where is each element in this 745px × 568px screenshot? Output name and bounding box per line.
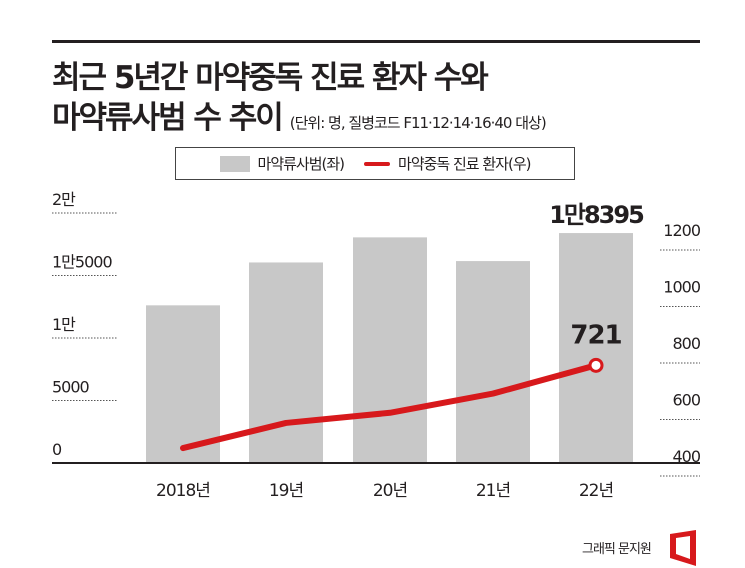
line-data-label: 721 bbox=[570, 320, 621, 350]
left-tick-label: 1만5000 bbox=[52, 253, 112, 272]
legend-bar-swatch bbox=[219, 155, 250, 172]
legend-bar-label: 마약류사범(좌) bbox=[257, 155, 346, 173]
bar bbox=[146, 305, 220, 463]
bar bbox=[353, 237, 427, 463]
x-tick-label: 21년 bbox=[476, 481, 510, 501]
left-tick-label: 0 bbox=[52, 440, 62, 459]
chart-title-line2: 마약류사범 수 추이 (단위: 명, 질병코드 F11·12·14·16·40 대… bbox=[52, 92, 547, 137]
right-tick-label: 400 bbox=[672, 447, 700, 466]
right-tick-label: 1200 bbox=[663, 221, 701, 240]
line-series bbox=[180, 362, 599, 452]
bar bbox=[559, 233, 633, 463]
x-tick-label: 19년 bbox=[269, 481, 303, 501]
bar bbox=[249, 262, 323, 463]
left-tick-label: 2만 bbox=[52, 190, 76, 209]
chart-title-line2-text: 마약류사범 수 추이 bbox=[52, 100, 284, 136]
credit: 그래픽 문지원 bbox=[582, 542, 652, 557]
chart-title-line1: 최근 5년간 마약중독 진료 환자 수와 bbox=[52, 60, 489, 96]
legend-line-swatch bbox=[364, 161, 391, 166]
x-tick-label: 22년 bbox=[579, 481, 613, 501]
title-rule bbox=[52, 40, 700, 43]
left-tick-label: 5000 bbox=[52, 378, 90, 397]
legend-item-bar: 마약류사범(좌) bbox=[219, 153, 346, 174]
x-tick-label: 20년 bbox=[373, 481, 407, 501]
line-point-last bbox=[588, 357, 604, 373]
right-tick-label: 1000 bbox=[663, 278, 701, 297]
bar bbox=[456, 261, 530, 463]
unit-note: (단위: 명, 질병코드 F11·12·14·16·40 대상) bbox=[289, 114, 547, 132]
legend-line-label: 마약중독 진료 환자(우) bbox=[398, 155, 531, 173]
publisher-logo-icon bbox=[670, 530, 696, 566]
left-tick-label: 1만 bbox=[52, 315, 76, 334]
x-tick-label: 2018년 bbox=[156, 481, 210, 501]
legend-item-line: 마약중독 진료 환자(우) bbox=[364, 153, 531, 174]
legend: 마약류사범(좌) 마약중독 진료 환자(우) bbox=[175, 147, 575, 180]
right-tick-label: 800 bbox=[672, 334, 700, 353]
right-tick-label: 600 bbox=[672, 391, 700, 410]
bar-data-label: 1만8395 bbox=[549, 201, 644, 229]
